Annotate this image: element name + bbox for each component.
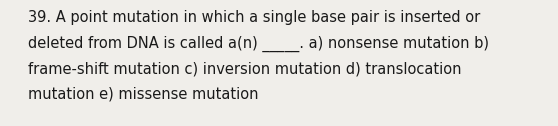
Text: 39. A point mutation in which a single base pair is inserted or: 39. A point mutation in which a single b… [28,10,480,25]
Text: mutation e) missense mutation: mutation e) missense mutation [28,87,258,102]
Text: frame-shift mutation c) inversion mutation d) translocation: frame-shift mutation c) inversion mutati… [28,61,461,76]
Text: deleted from DNA is called a(n) _____. a) nonsense mutation b): deleted from DNA is called a(n) _____. a… [28,36,489,52]
